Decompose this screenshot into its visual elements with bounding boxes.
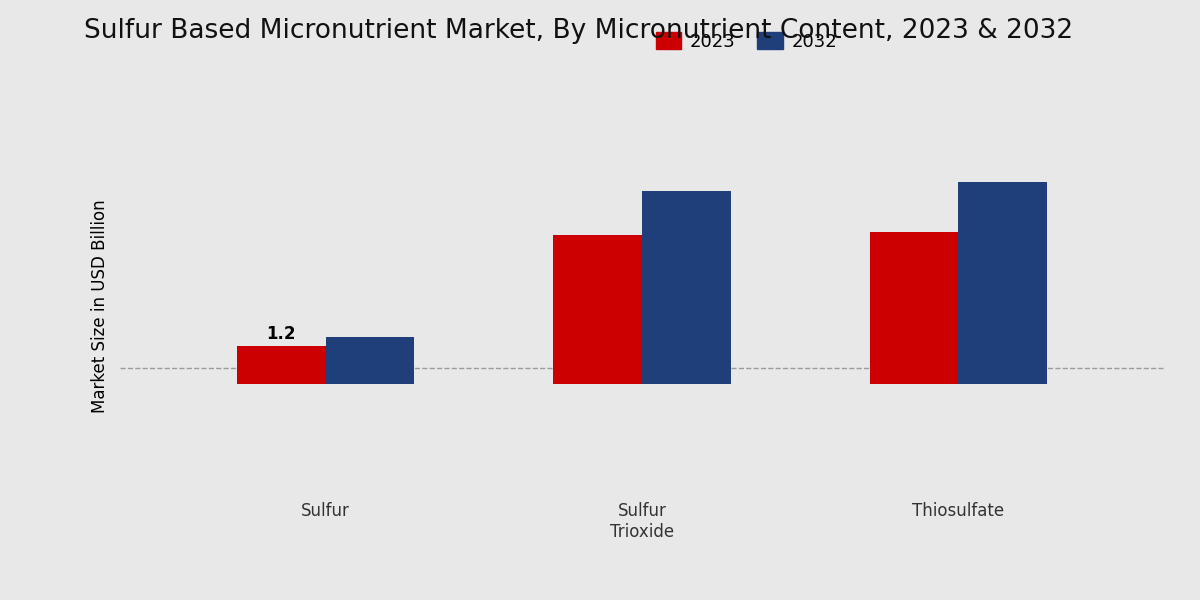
Text: 1.2: 1.2: [266, 325, 296, 343]
Bar: [553, 235, 642, 383]
Bar: [959, 182, 1046, 383]
Bar: [642, 191, 731, 383]
Legend: 2023, 2032: 2023, 2032: [648, 25, 845, 58]
Bar: [870, 232, 959, 383]
Bar: [238, 346, 325, 383]
Y-axis label: Market Size in USD Billion: Market Size in USD Billion: [91, 199, 109, 413]
Bar: [325, 337, 414, 383]
Text: Sulfur Based Micronutrient Market, By Micronutrient Content, 2023 & 2032: Sulfur Based Micronutrient Market, By Mi…: [84, 18, 1073, 44]
